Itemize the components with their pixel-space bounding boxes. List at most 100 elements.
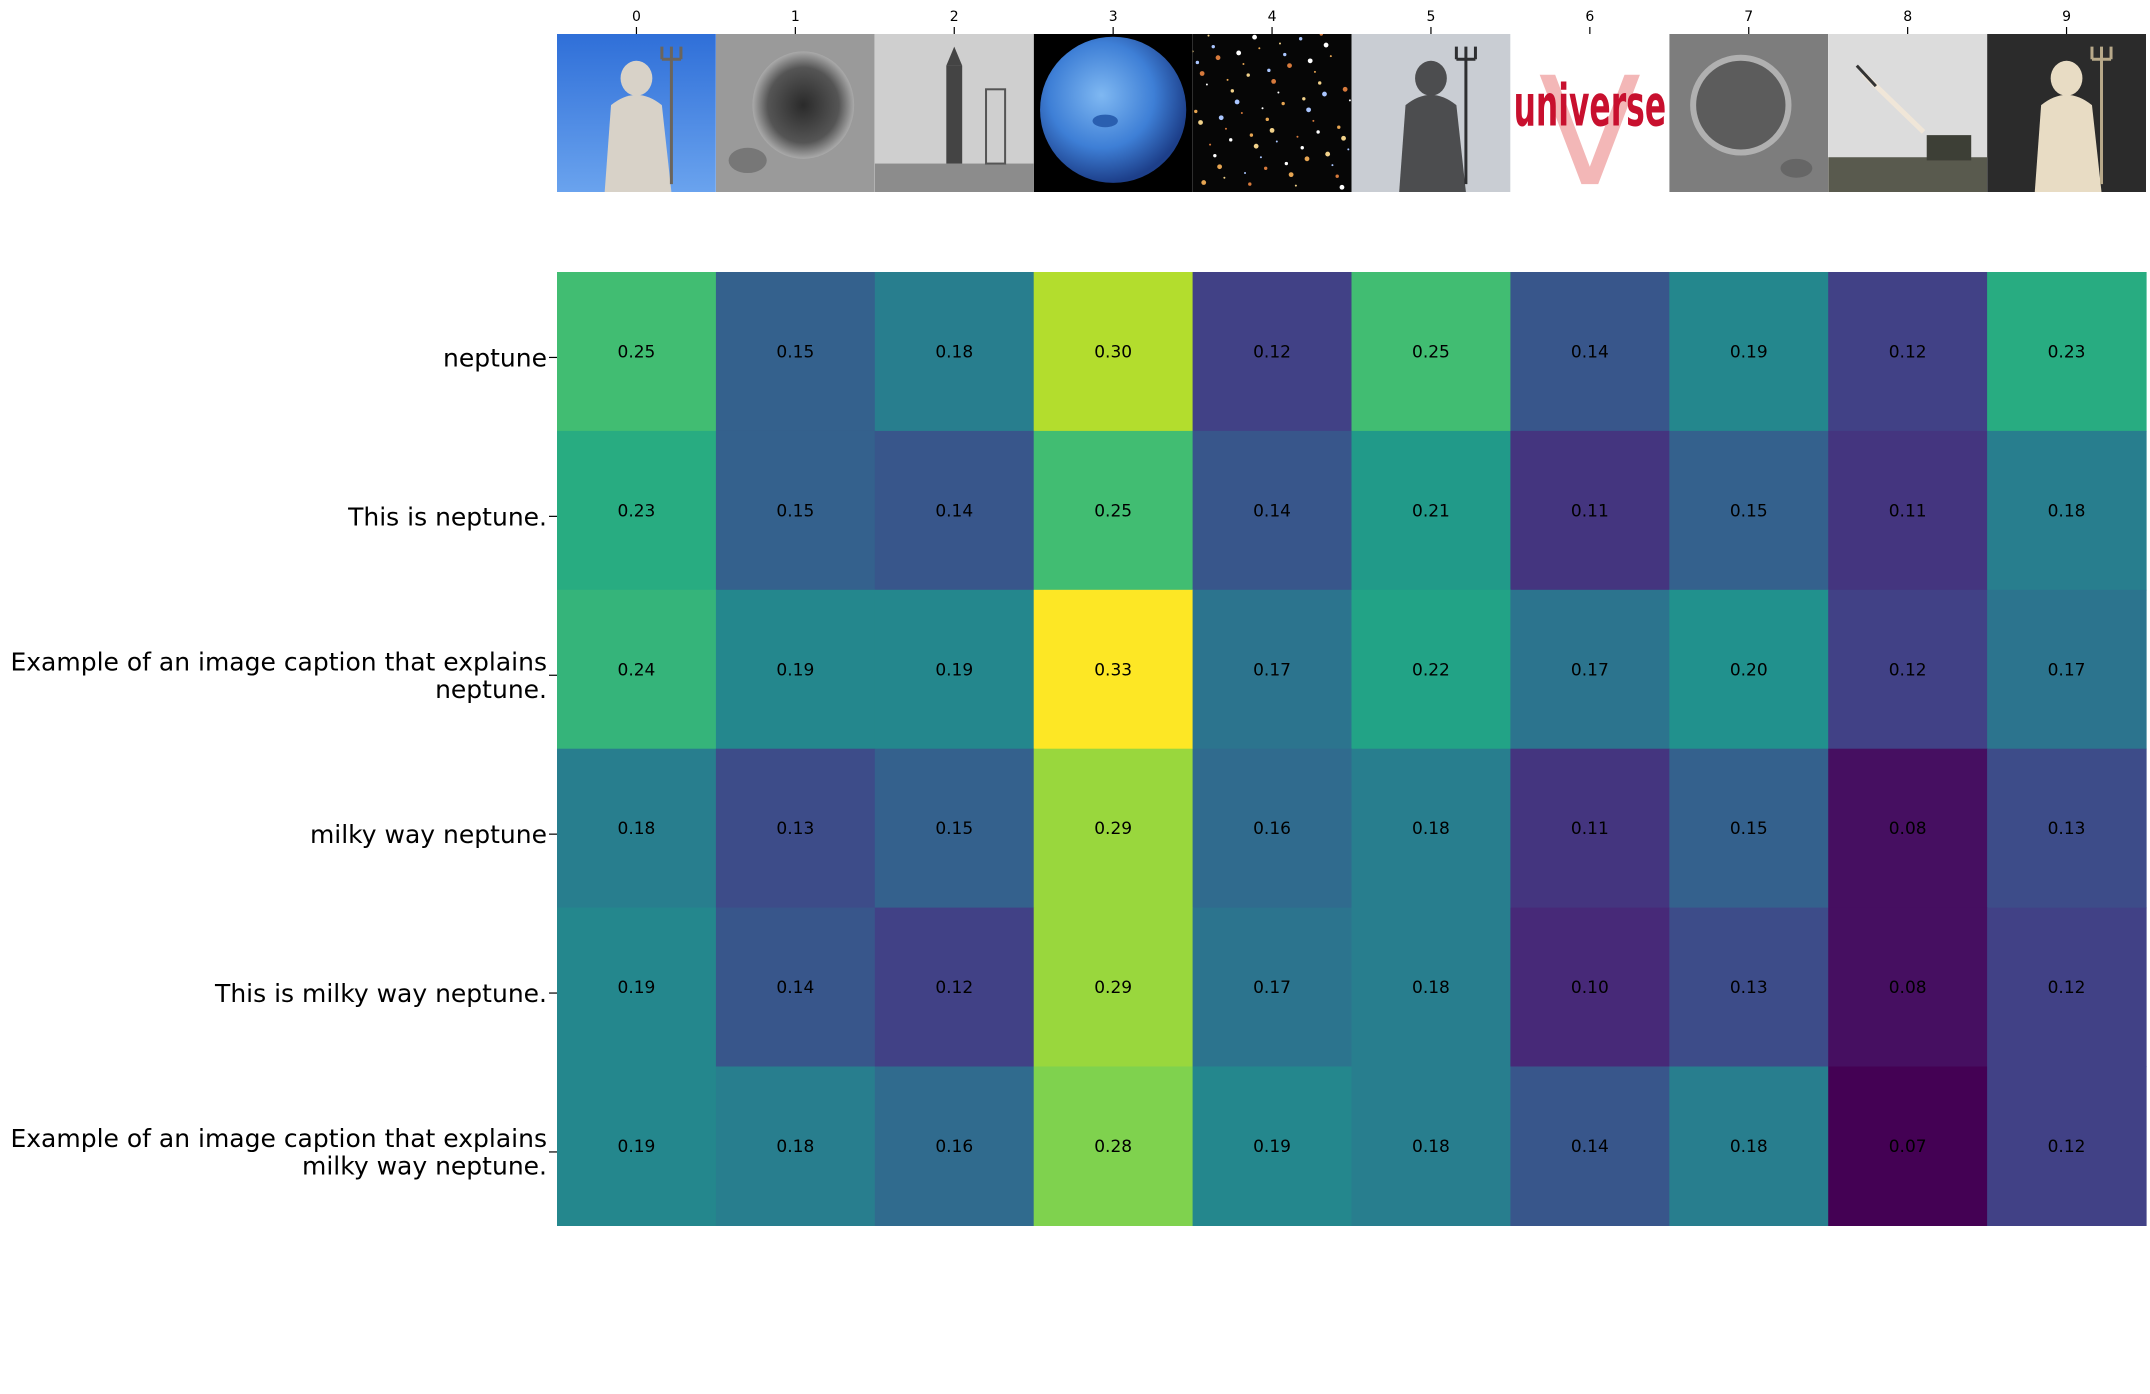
heatmap-cells: 0.25 0.15 0.18 0.30 0.12 0.25 0.14 0.19 0.12 0.23… [557,272,2147,1226]
rocket-launch-pad-photo [874,34,1034,192]
heatmap-cell [1351,272,1511,432]
cell-value-label: 0.19 [776,660,814,680]
cell-value-label: 0.14 [776,978,814,998]
cell-value-label: 0.25 [1412,342,1450,362]
x-tick-label: 4 [1268,9,1277,25]
cell-value-label: 0.30 [1094,342,1132,362]
heatmap-cell [1510,1066,1670,1226]
heatmap-cell [1033,907,1194,1068]
planet-neptune-photo [1033,34,1193,192]
x-tick-label: 7 [1744,9,1753,25]
heatmap-cell [715,430,876,591]
cell-value-label: 0.17 [1571,660,1609,680]
heatmap-cell [874,1066,1035,1226]
x-tick-labels: 0 1 2 3 4 5 6 7 8 9 [632,9,2071,34]
cell-value-label: 0.14 [935,501,973,521]
heatmap-cell [1987,272,2147,432]
heatmap-cell [1669,1066,1829,1226]
cell-value-label: 0.08 [1889,978,1927,998]
crater-surface-photo [1669,34,1829,192]
heatmap-cell [1987,748,2147,909]
x-tick-label: 9 [2062,9,2071,25]
heatmap-cell [715,272,876,432]
cell-value-label: 0.14 [1571,1137,1609,1157]
cell-value-label: 0.18 [935,342,973,362]
heatmap-cell [1987,589,2147,750]
heatmap-cell [1828,589,1988,750]
x-tick-label: 6 [1585,9,1594,25]
heatmap-cell [715,1066,876,1226]
heatmap-cell [1828,430,1988,591]
svg-text:universe: universe [1514,72,1667,140]
moon-crater-photo [715,34,875,192]
heatmap-cell [1351,430,1511,591]
cell-value-label: 0.15 [776,501,814,521]
x-tick-label: 5 [1426,9,1435,25]
heatmap-cell [1510,907,1670,1068]
cell-value-label: 0.24 [618,660,656,680]
cell-value-label: 0.17 [1253,660,1291,680]
cell-value-label: 0.08 [1889,819,1927,839]
cell-value-label: 0.19 [1730,342,1768,362]
heatmap-cell [874,748,1035,909]
heatmap-cell [557,907,717,1068]
cell-value-label: 0.12 [1889,342,1927,362]
heatmap-cell [557,272,717,432]
cell-value-label: 0.13 [776,819,814,839]
heatmap-cell [1669,907,1829,1068]
heatmap-cell [715,748,876,909]
cell-value-label: 0.13 [2048,819,2086,839]
heatmap-cell [1669,272,1829,432]
heatmap-cell [1351,589,1511,750]
cell-value-label: 0.25 [618,342,656,362]
heatmap-cell [1033,1066,1194,1226]
heatmap-cell [557,748,717,909]
cell-value-label: 0.12 [2048,978,2086,998]
heatmap-cell [715,907,876,1068]
heatmap-cell [1987,907,2147,1068]
cell-value-label: 0.23 [2048,342,2086,362]
heatmap-cell [1351,748,1511,909]
cell-value-label: 0.14 [1253,501,1291,521]
cell-value-label: 0.18 [1412,819,1450,839]
y-tick-label: Example of an image caption that explain… [10,1124,547,1181]
cell-value-label: 0.19 [935,660,973,680]
cell-value-label: 0.13 [1730,978,1768,998]
heatmap-cell [715,589,876,750]
heatmap-cell [1351,907,1511,1068]
cell-value-label: 0.17 [2048,660,2086,680]
y-tick-label: Example of an image caption that explain… [10,648,547,705]
cell-value-label: 0.20 [1730,660,1768,680]
cell-value-label: 0.28 [1094,1137,1132,1157]
cell-value-label: 0.25 [1094,501,1132,521]
heatmap-cell [1033,272,1194,432]
neptune-statue-blue-sky-photo [557,34,716,192]
cell-value-label: 0.22 [1412,660,1450,680]
heatmap-cell [874,272,1035,432]
neptune-statue-fountain-photo [1351,34,1511,192]
cell-value-label: 0.11 [1571,819,1609,839]
cell-value-label: 0.11 [1571,501,1609,521]
heatmap-cell [1033,589,1194,750]
missile-launch-photo [1828,34,1988,192]
cell-value-label: 0.11 [1889,501,1927,521]
y-tick-label: This is neptune. [347,502,547,531]
heatmap-cell [557,430,717,591]
heatmap-cell [1192,907,1353,1068]
x-tick-label: 8 [1903,9,1912,25]
cell-value-label: 0.18 [2048,501,2086,521]
heatmap-cell [1192,272,1353,432]
heatmap-cell [1828,272,1988,432]
cell-value-label: 0.15 [935,819,973,839]
heatmap-cell [1510,589,1670,750]
y-tick-labels: neptune This is neptune. Example of an ima… [10,343,557,1181]
cell-value-label: 0.12 [2048,1137,2086,1157]
heatmap-cell [1351,1066,1511,1226]
heatmap-cell [1828,748,1988,909]
cell-value-label: 0.07 [1889,1137,1927,1157]
heatmap-cell [1669,430,1829,591]
cell-value-label: 0.12 [1253,342,1291,362]
heatmap-cell [1669,589,1829,750]
